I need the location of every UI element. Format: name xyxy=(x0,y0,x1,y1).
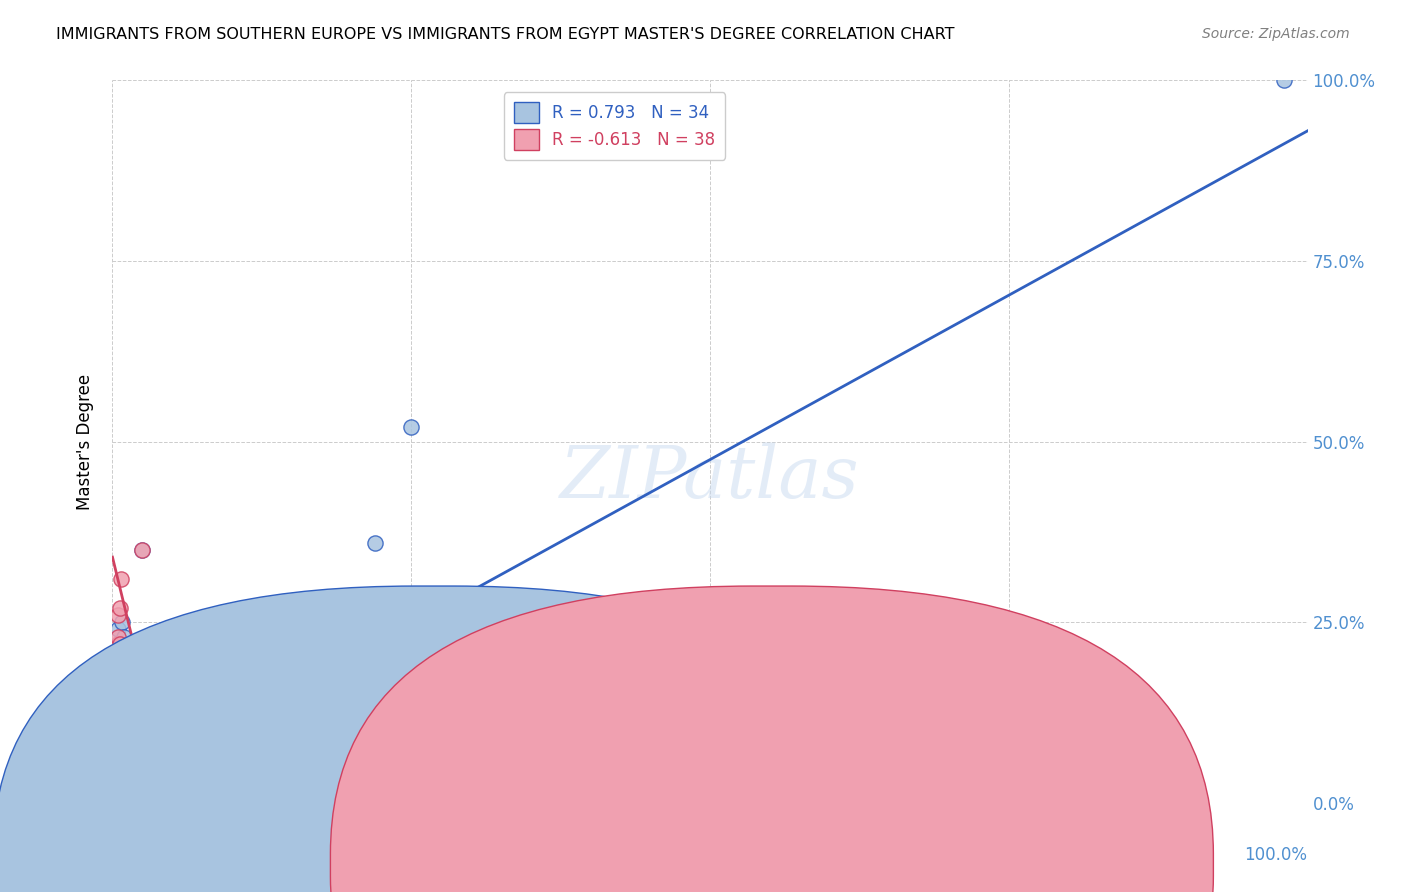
Point xyxy=(107,637,129,651)
Point xyxy=(131,658,153,673)
Point xyxy=(107,623,129,637)
Point xyxy=(138,680,160,694)
Point xyxy=(114,651,135,665)
Point xyxy=(111,651,134,665)
Point xyxy=(131,542,153,557)
Point xyxy=(114,630,135,644)
Text: Source: ZipAtlas.com: Source: ZipAtlas.com xyxy=(1202,27,1350,41)
Point xyxy=(107,767,129,781)
Point xyxy=(110,651,132,665)
Point xyxy=(105,781,128,796)
Point xyxy=(122,665,145,680)
Point xyxy=(135,687,157,701)
Point xyxy=(122,680,145,694)
Point xyxy=(245,723,267,738)
Point xyxy=(138,695,160,709)
Point xyxy=(104,781,127,796)
Point xyxy=(364,535,387,549)
Point xyxy=(149,716,172,731)
Point xyxy=(128,687,150,701)
Point xyxy=(120,651,142,665)
Point xyxy=(107,607,129,622)
Point xyxy=(112,658,135,673)
Point xyxy=(139,687,162,701)
Point xyxy=(121,673,143,687)
Point xyxy=(105,774,128,789)
Text: 0.0%: 0.0% xyxy=(112,847,155,864)
Point xyxy=(143,695,166,709)
Legend: R = 0.793   N = 34, R = -0.613   N = 38: R = 0.793 N = 34, R = -0.613 N = 38 xyxy=(503,92,725,160)
Point xyxy=(186,687,208,701)
Point xyxy=(221,709,243,723)
Point xyxy=(143,702,166,716)
Point xyxy=(128,665,150,680)
Point xyxy=(118,658,141,673)
Text: Immigrants from Southern Europe: Immigrants from Southern Europe xyxy=(364,847,648,865)
Point xyxy=(401,420,423,434)
Point xyxy=(120,673,142,687)
Point xyxy=(125,637,148,651)
Point xyxy=(131,542,153,557)
Point xyxy=(131,781,153,796)
Point xyxy=(107,637,129,651)
Point xyxy=(114,658,135,673)
Point xyxy=(125,680,148,694)
Point xyxy=(115,651,138,665)
Point xyxy=(105,651,128,665)
Point xyxy=(122,651,145,665)
Text: ZIPatlas: ZIPatlas xyxy=(560,442,860,513)
Point xyxy=(115,644,138,658)
Point xyxy=(135,673,157,687)
Point xyxy=(292,745,315,759)
Point xyxy=(111,615,134,630)
Point xyxy=(269,738,291,752)
Point xyxy=(108,644,131,658)
Point xyxy=(209,695,232,709)
Point xyxy=(316,752,339,766)
Point xyxy=(146,702,169,716)
Point xyxy=(179,702,201,716)
Point xyxy=(110,572,132,586)
Point xyxy=(115,665,138,680)
Point xyxy=(173,637,195,651)
Point xyxy=(108,600,131,615)
Point xyxy=(111,644,134,658)
Point xyxy=(1272,73,1295,87)
Point xyxy=(131,695,153,709)
Point xyxy=(125,658,148,673)
Point xyxy=(143,709,166,723)
Point xyxy=(107,630,129,644)
Point xyxy=(108,637,131,651)
Point xyxy=(111,651,134,665)
Text: Immigrants from Egypt: Immigrants from Egypt xyxy=(776,847,967,865)
Text: IMMIGRANTS FROM SOUTHERN EUROPE VS IMMIGRANTS FROM EGYPT MASTER'S DEGREE CORRELA: IMMIGRANTS FROM SOUTHERN EUROPE VS IMMIG… xyxy=(56,27,955,42)
Y-axis label: Master's Degree: Master's Degree xyxy=(76,374,94,509)
Point xyxy=(120,665,142,680)
Point xyxy=(138,702,160,716)
Point xyxy=(197,680,219,694)
Text: 100.0%: 100.0% xyxy=(1244,847,1308,864)
Point xyxy=(149,709,172,723)
Point xyxy=(128,673,150,687)
Point xyxy=(135,774,157,789)
Point xyxy=(139,702,162,716)
